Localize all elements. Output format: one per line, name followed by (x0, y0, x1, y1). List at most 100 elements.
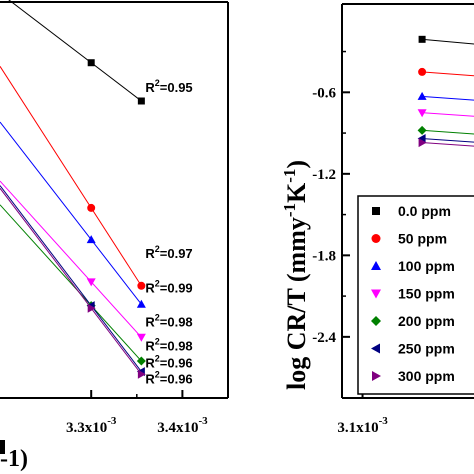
right-markers (417, 35, 427, 148)
left-fit-line-4 (0, 204, 143, 363)
left-r2-label-6: R2=0.96 (145, 369, 192, 386)
r2-sup: 2 (155, 278, 160, 288)
right-marker-6 (418, 138, 427, 148)
legend-label-4: 200 ppm (398, 313, 455, 329)
right-ytick-label-1: -1.2 (312, 167, 336, 183)
right-y-ticks: -0.6 -1.2 -1.8 -2.4 (312, 50, 350, 346)
right-fit-lines (421, 38, 474, 147)
r2-letter: R (145, 280, 155, 295)
left-fit-line-1 (0, 66, 143, 288)
left-fit-line-0 (8, 0, 143, 103)
r2-sup: 2 (155, 244, 160, 254)
r2-value: =0.98 (160, 315, 193, 330)
r2-letter: R (145, 338, 155, 353)
left-fit-line-3 (0, 180, 143, 339)
left-r2-label-5: R2=0.96 (145, 354, 192, 371)
legend-marker-2 (371, 261, 381, 270)
r2-letter: R (145, 246, 155, 261)
legend-marker-3 (371, 289, 381, 299)
r2-letter: R (145, 371, 155, 386)
left-xtick-label-0: 3.3x10-3 (66, 415, 117, 436)
legend-label-1: 50 ppm (398, 231, 447, 247)
r2-letter: R (145, 315, 155, 330)
left-r2-labels: R2=0.95R2=0.97R2=0.99R2=0.98R2=0.98R2=0.… (145, 78, 192, 387)
left-r2-label-3: R2=0.98 (145, 313, 192, 330)
r2-value: =0.98 (160, 338, 193, 353)
right-marker-1 (418, 67, 427, 76)
left-marker-0-0 (87, 59, 95, 67)
right-ytick-label-0: -0.6 (312, 85, 336, 101)
legend-marker-1 (371, 234, 381, 243)
r2-value: =0.97 (160, 246, 193, 261)
right-marker-4 (417, 125, 427, 135)
legend-marker-6 (372, 371, 381, 381)
right-panel: -0.6 -1.2 -1.8 -2.4 3.1x10-33.2 log CR/T (m… (280, 3, 474, 436)
tick-exponent: -3 (198, 415, 208, 427)
r2-sup: 2 (155, 78, 160, 88)
right-marker-5 (417, 134, 426, 144)
left-marker-2-1 (136, 299, 146, 308)
right-x-ticks: 3.1x10-33.2 (337, 390, 388, 436)
left-marker-1-0 (87, 203, 96, 212)
tick-mantissa: 3.4x10 (157, 420, 198, 436)
ylabel-main: log CR/T (mmy (282, 217, 311, 390)
right-fit-line-4 (421, 129, 474, 135)
ylabel-sup2: -1 (280, 169, 299, 183)
legend-label-0: 0.0 ppm (398, 203, 451, 219)
tick-exponent: -3 (379, 415, 389, 427)
left-fit-lines (0, 0, 143, 376)
tick-exponent: -3 (107, 415, 117, 427)
legend-marker-5 (371, 343, 380, 354)
r2-sup: 2 (155, 369, 160, 379)
left-partial-bracket (0, 440, 5, 454)
legend-items: 0.0 ppm 50 ppm 100 ppm 150 ppm 200 ppm 250 pp… (371, 203, 455, 384)
tick-mantissa: 3.3x10 (66, 420, 107, 436)
left-marker-2-0 (86, 235, 96, 244)
legend-label-2: 100 ppm (398, 258, 455, 274)
right-y-axis-label: log CR/T (mmy-1K-1) (280, 160, 311, 390)
ylabel-sup1: -1 (280, 203, 299, 217)
left-marker-1-1 (137, 281, 146, 290)
right-fit-line-6 (421, 142, 474, 147)
right-fit-line-3 (421, 112, 474, 117)
left-markers (86, 59, 146, 379)
right-ytick-label-3: -2.4 (312, 330, 336, 346)
left-r2-label-2: R2=0.99 (145, 278, 192, 295)
left-marker-3-0 (86, 278, 96, 287)
left-r2-label-0: R2=0.95 (145, 78, 192, 95)
r2-sup: 2 (155, 336, 160, 346)
legend-label-5: 250 ppm (398, 341, 455, 357)
right-xtick-label-0: 3.1x10-3 (337, 415, 388, 436)
ylabel-mid: K (282, 182, 311, 203)
right-fit-line-0 (421, 38, 474, 45)
left-r2-label-1: R2=0.97 (145, 244, 192, 261)
left-marker-4-1 (136, 356, 146, 366)
legend: 0.0 ppm 50 ppm 100 ppm 150 ppm 200 ppm 250 pp… (357, 195, 474, 395)
left-marker-3-1 (136, 333, 146, 342)
tick-mantissa: 3.1x10 (337, 420, 378, 436)
r2-sup: 2 (155, 354, 160, 364)
left-fit-line-5 (0, 185, 143, 374)
r2-letter: R (145, 80, 155, 95)
legend-marker-4 (371, 316, 381, 326)
r2-sup: 2 (155, 313, 160, 323)
r2-letter: R (145, 356, 155, 371)
right-marker-3 (417, 109, 427, 118)
right-fit-line-2 (421, 95, 474, 101)
left-x-ticks: 3.3x10-3 3.4x10-3 (66, 390, 208, 436)
r2-value: =0.95 (160, 80, 193, 95)
r2-value: =0.96 (160, 356, 193, 371)
left-r2-label-4: R2=0.98 (145, 336, 192, 353)
legend-label-3: 150 ppm (398, 286, 455, 302)
ylabel-end: ) (282, 160, 311, 169)
left-fit-line-2 (0, 121, 143, 306)
left-xtick-label-1: 3.4x10-3 (157, 415, 208, 436)
r2-value: =0.99 (160, 280, 193, 295)
left-marker-6-0 (87, 303, 96, 313)
r2-value: =0.96 (160, 371, 193, 386)
left-fit-line-6 (0, 187, 143, 376)
legend-label-6: 300 ppm (398, 368, 455, 384)
left-panel: R2=0.95R2=0.97R2=0.99R2=0.98R2=0.98R2=0.… (0, 0, 229, 472)
right-fit-line-5 (421, 137, 474, 143)
